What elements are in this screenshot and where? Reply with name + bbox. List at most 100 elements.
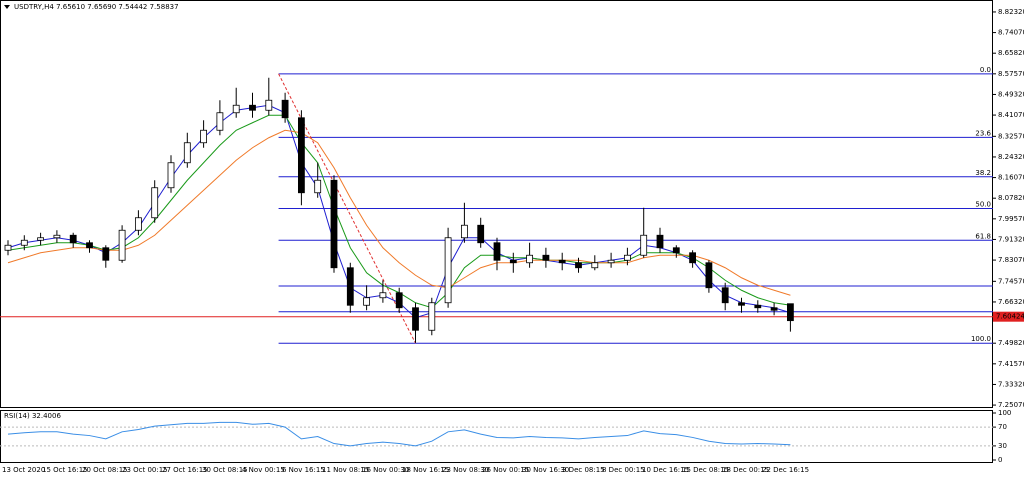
candle-body xyxy=(363,297,371,306)
fibo-label: 100.0 xyxy=(971,335,991,343)
y-tick-label: 8.07820 xyxy=(998,194,1024,202)
current-price-label: 7.60424 xyxy=(996,313,1024,321)
rsi-tick-label: 100 xyxy=(998,409,1011,417)
x-tick-label: 10 Dec 16:15 xyxy=(642,466,689,474)
x-tick-label: 30 Nov 16:30 xyxy=(522,466,569,474)
candle-body xyxy=(542,254,550,261)
x-tick-label: 23 Oct 00:15 xyxy=(122,466,168,474)
rsi-line xyxy=(7,421,791,447)
y-tick-label: 8.16070 xyxy=(998,174,1024,182)
price-pane xyxy=(0,0,993,408)
y-tick-label: 8.82320 xyxy=(998,8,1024,16)
y-tick-label: 8.65820 xyxy=(998,49,1024,57)
x-tick-label: 26 Nov 00:15 xyxy=(482,466,529,474)
title-arrow xyxy=(4,5,10,9)
y-tick-label: 7.99570 xyxy=(998,215,1024,223)
candle-body xyxy=(558,259,566,264)
candle-body xyxy=(607,259,615,264)
candle-body xyxy=(705,262,713,289)
y-tick-label: 8.74070 xyxy=(998,29,1024,37)
y-tick-label: 7.91320 xyxy=(998,235,1024,243)
rsi-tick-label: 70 xyxy=(998,423,1007,431)
candle-body xyxy=(330,179,338,269)
candle-body xyxy=(477,224,485,244)
candle-body xyxy=(672,247,680,254)
candle-body xyxy=(183,142,191,164)
candle-body xyxy=(118,229,126,261)
candle-body xyxy=(37,237,44,241)
candle-body xyxy=(721,287,729,304)
candle-body xyxy=(232,104,240,114)
candle-body xyxy=(738,302,745,306)
y-tick-label: 8.49320 xyxy=(998,90,1024,98)
candle-body xyxy=(20,239,28,246)
x-tick-label: 18 Nov 16:15 xyxy=(402,466,449,474)
current-price-box xyxy=(993,311,1024,322)
candle-body xyxy=(346,267,354,306)
candle-body xyxy=(493,242,501,261)
candle-body xyxy=(770,307,778,311)
y-tick-label: 7.33320 xyxy=(998,380,1024,388)
y-tick-label: 7.41570 xyxy=(998,360,1024,368)
candle-body xyxy=(787,303,794,322)
x-tick-label: 6 Nov 16:15 xyxy=(282,466,325,474)
y-tick-label: 7.49820 xyxy=(998,339,1024,347)
candle-body xyxy=(689,252,696,264)
x-tick-label: 20 Oct 08:15 xyxy=(82,466,128,474)
x-tick-label: 18 Dec 00:15 xyxy=(722,466,769,474)
fibo-label: 61.8 xyxy=(975,232,991,240)
rsi-title: RSI(14) 32.4006 xyxy=(4,412,61,420)
y-tick-label: 7.66320 xyxy=(998,298,1024,306)
x-tick-label: 22 Dec 16:15 xyxy=(762,466,809,474)
moving-average xyxy=(7,129,791,296)
rsi-pane xyxy=(0,410,993,463)
x-tick-label: 15 Dec 08:15 xyxy=(682,466,729,474)
fibo-label: 0.0 xyxy=(980,66,991,74)
candle-body xyxy=(4,244,12,251)
candle-body xyxy=(526,254,533,264)
candle-body xyxy=(624,254,631,261)
candle-body xyxy=(281,99,289,119)
rsi-tick-label: 30 xyxy=(998,442,1007,450)
candle-body xyxy=(53,234,61,239)
x-tick-label: 3 Dec 08:15 xyxy=(562,466,605,474)
x-tick-label: 13 Oct 2020 xyxy=(2,466,45,474)
chart-title: USDTRY,H4 7.65610 7.65690 7.54442 7.5883… xyxy=(14,3,179,11)
y-tick-label: 8.32570 xyxy=(998,132,1024,140)
x-tick-label: 11 Nov 08:15 xyxy=(322,466,369,474)
candle-body xyxy=(102,247,110,261)
candle-body xyxy=(395,292,403,309)
candle-body xyxy=(167,162,175,189)
candle-body xyxy=(69,234,77,244)
candle-body xyxy=(754,304,762,309)
candle-body xyxy=(428,302,436,331)
candle-body xyxy=(297,117,305,194)
candle-body xyxy=(444,237,452,304)
x-tick-label: 15 Oct 16:15 xyxy=(42,466,88,474)
x-tick-label: 27 Oct 16:15 xyxy=(162,466,208,474)
candle-body xyxy=(200,129,208,144)
x-tick-label: 23 Nov 08:30 xyxy=(442,466,489,474)
x-tick-label: 16 Nov 00:30 xyxy=(362,466,409,474)
candle-body xyxy=(591,262,599,269)
y-tick-label: 8.57570 xyxy=(998,70,1024,78)
y-tick-label: 8.41070 xyxy=(998,111,1024,119)
candle-body xyxy=(575,262,582,269)
candle-body xyxy=(379,292,387,299)
fibo-label: 50.0 xyxy=(975,201,991,209)
x-tick-label: 30 Oct 08:15 xyxy=(202,466,248,474)
candle-body xyxy=(134,217,142,231)
fibo-label: 23.6 xyxy=(975,129,991,137)
x-tick-label: 8 Dec 00:15 xyxy=(602,466,645,474)
rsi-tick-label: 0 xyxy=(998,456,1002,464)
y-tick-label: 7.83070 xyxy=(998,256,1024,264)
candle-body xyxy=(460,224,468,239)
candle-body xyxy=(509,259,517,264)
candle-body xyxy=(86,242,93,249)
y-tick-label: 7.74570 xyxy=(998,277,1024,285)
candle-body xyxy=(656,234,664,249)
candle-body xyxy=(640,234,648,256)
